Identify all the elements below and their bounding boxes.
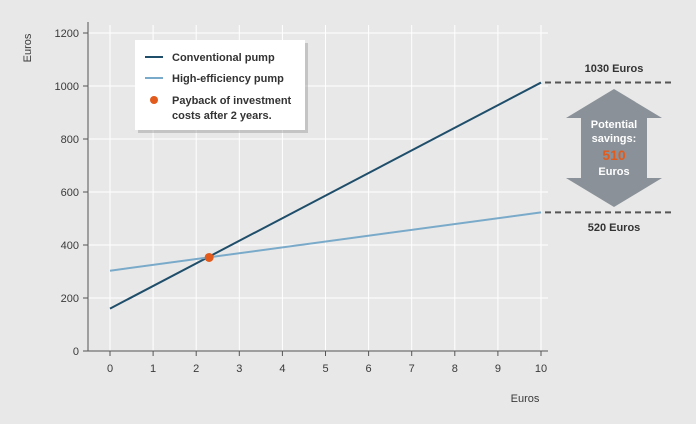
double-arrow-icon: [566, 89, 662, 207]
legend-label-conventional: Conventional pump: [172, 52, 275, 64]
x-tick-label-1: 1: [150, 363, 156, 375]
high-efficiency-pump-line: [109, 211, 542, 272]
x-axis-label: Euros: [511, 393, 540, 405]
x-tick-label-4: 4: [279, 363, 285, 375]
x-tick-label-6: 6: [366, 363, 372, 375]
y-tick-label-0: 0: [73, 346, 79, 358]
x-tick-label-0: 0: [107, 363, 113, 375]
y-tick-label-400: 400: [61, 240, 79, 252]
y-tick-labels: 0 200 400 600 800 1000 1200: [55, 28, 79, 358]
y-tick-label-800: 800: [61, 134, 79, 146]
x-tick-label-10: 10: [535, 363, 547, 375]
y-tick-label-1200: 1200: [55, 28, 79, 40]
savings-value: 510: [602, 147, 626, 163]
legend: Conventional pump High-efficiency pump P…: [135, 40, 308, 133]
axes: [83, 22, 548, 356]
x-tick-label-8: 8: [452, 363, 458, 375]
x-tick-label-5: 5: [322, 363, 328, 375]
arrow-text-line1: Potential: [591, 119, 637, 131]
y-tick-label-200: 200: [61, 293, 79, 305]
arrow-text-line3: Euros: [598, 166, 629, 178]
payback-point: [204, 252, 214, 262]
series-lines: [109, 81, 542, 310]
x-tick-label-7: 7: [409, 363, 415, 375]
y-axis-label: Euros: [22, 33, 34, 62]
x-tick-label-2: 2: [193, 363, 199, 375]
bottom-value-label: 520 Euros: [588, 222, 641, 234]
legend-label-high-efficiency: High-efficiency pump: [172, 73, 284, 85]
y-tick-label-1000: 1000: [55, 81, 79, 93]
arrow-text-line2: savings:: [592, 133, 637, 145]
x-tick-label-3: 3: [236, 363, 242, 375]
x-tick-labels: 0 1 2 3 4 5 6 7 8 9 10: [107, 363, 547, 375]
legend-label-payback-line2: costs after 2 years.: [172, 110, 272, 122]
x-tick-label-9: 9: [495, 363, 501, 375]
conventional-pump-line: [109, 81, 542, 310]
legend-swatch-payback: [150, 96, 158, 104]
legend-box: [135, 40, 305, 130]
payback-marker-group: [204, 252, 214, 262]
savings-annotation: 1030 Euros 520 Euros Potential savings: …: [545, 63, 674, 234]
y-tick-label-600: 600: [61, 187, 79, 199]
top-value-label: 1030 Euros: [585, 63, 644, 75]
legend-label-payback-line1: Payback of investment: [172, 95, 292, 107]
